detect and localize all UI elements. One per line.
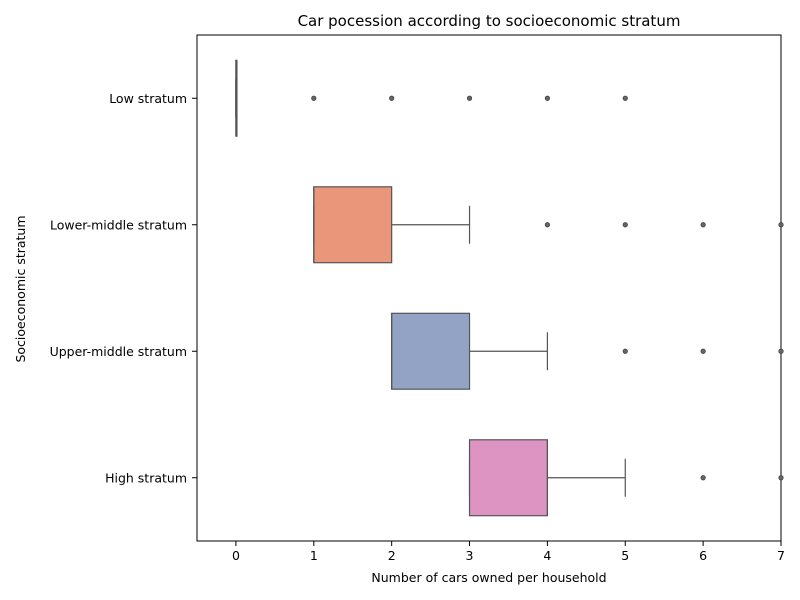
outlier-point: [622, 348, 628, 354]
box-group-3: [468, 439, 784, 517]
x-axis: 0 1 2 3 4 5 6 7: [232, 541, 785, 563]
outlier-point: [311, 95, 317, 101]
x-tick-label: 1: [310, 548, 318, 563]
x-tick-label: 6: [699, 548, 707, 563]
y-tick-label: Lower-middle stratum: [50, 217, 187, 232]
box-group-2: [391, 312, 784, 390]
x-tick-label: 0: [232, 548, 240, 563]
box-group-1: [313, 186, 784, 264]
outlier-point: [700, 348, 706, 354]
x-tick-label: 7: [777, 548, 785, 563]
chart-title: Car pocession according to socioeconomic…: [298, 12, 681, 30]
box-group-0: [235, 59, 628, 137]
x-tick-label: 5: [621, 548, 629, 563]
outlier-point: [466, 95, 473, 101]
outlier-point: [622, 95, 628, 101]
outlier-point: [700, 222, 706, 228]
y-axis: Low stratum Lower-middle stratum Upper-mid…: [50, 91, 197, 485]
outlier-point: [544, 222, 551, 228]
y-tick-label: High stratum: [105, 470, 187, 485]
x-tick-label: 2: [388, 548, 396, 563]
plot-border: [196, 34, 782, 542]
outlier-point: [544, 95, 551, 101]
y-tick-label: Upper-middle stratum: [50, 344, 187, 359]
outlier-point: [778, 348, 784, 354]
plot-frame: [196, 34, 782, 542]
outlier-point: [700, 475, 706, 481]
boxes-layer: [235, 59, 784, 517]
x-tick-label: 3: [466, 548, 474, 563]
y-tick-label: Low stratum: [109, 91, 187, 106]
x-axis-title: Number of cars owned per household: [371, 570, 606, 585]
outlier-point: [778, 222, 784, 228]
box: [468, 439, 548, 517]
box: [391, 312, 471, 390]
outlier-point: [778, 475, 784, 481]
x-tick-label: 4: [543, 548, 551, 563]
box: [313, 186, 393, 264]
outlier-point: [622, 222, 628, 228]
outlier-point: [389, 95, 395, 101]
y-axis-title: Socioeconomic stratum: [13, 215, 28, 362]
